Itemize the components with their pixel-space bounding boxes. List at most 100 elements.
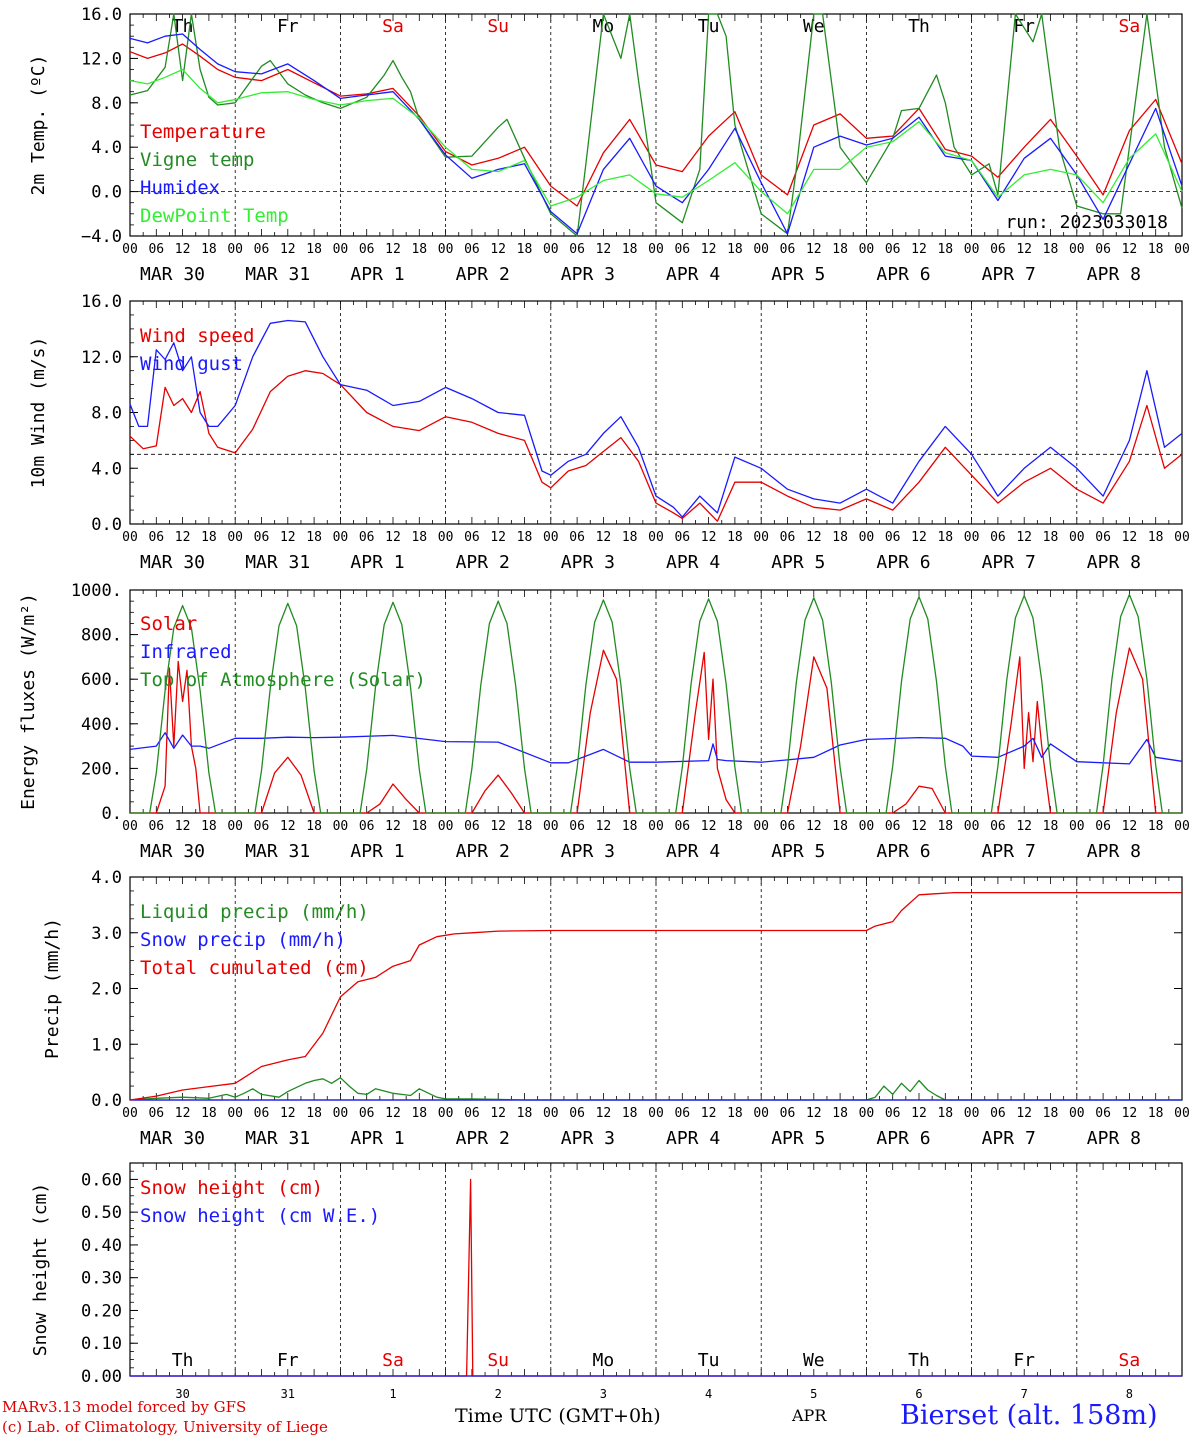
hour-label: 00 (1069, 819, 1085, 834)
hour-label: 12 (490, 819, 506, 834)
hour-label: 18 (306, 1106, 322, 1121)
hour-label: 06 (674, 242, 690, 257)
hour-label: 06 (990, 1106, 1006, 1121)
hour-label: 00 (753, 242, 769, 257)
day-number: 30 (175, 1387, 189, 1401)
y-tick-label: 800. (81, 626, 122, 646)
hour-label: 12 (490, 530, 506, 545)
y-tick-label: 600. (81, 670, 122, 690)
hour-label: 18 (517, 1106, 533, 1121)
hour-label: 06 (990, 819, 1006, 834)
hour-label: 12 (701, 819, 717, 834)
hour-label: 00 (964, 242, 980, 257)
hour-label: 18 (727, 530, 743, 545)
day-number: 6 (915, 1387, 922, 1401)
hour-label: 18 (306, 530, 322, 545)
hour-label: 00 (859, 819, 875, 834)
hour-label: 18 (937, 819, 953, 834)
hour-label: 06 (1095, 819, 1111, 834)
day-number: 8 (1126, 1387, 1133, 1401)
hour-label: 12 (1122, 819, 1138, 834)
hour-label: 18 (517, 530, 533, 545)
hour-label: 06 (254, 819, 270, 834)
day-number: 1 (389, 1387, 396, 1401)
hour-label: 12 (385, 819, 401, 834)
y-tick-label: 4.0 (91, 868, 122, 888)
hour-label: 18 (727, 1106, 743, 1121)
series-line-total-cumulated-cm- (129, 891, 1182, 1101)
legend-entry: Temperature (140, 121, 266, 143)
day-name: Mo (593, 1350, 615, 1371)
series-line-infrared (129, 732, 1183, 765)
hour-label: 12 (280, 530, 296, 545)
hour-label: 00 (543, 242, 559, 257)
hour-label: 18 (411, 1106, 427, 1121)
hour-label: 06 (990, 530, 1006, 545)
series-line-dewpoint-temp (129, 68, 1183, 215)
y-tick-label: 0.0 (91, 183, 122, 203)
hour-label: 00 (859, 530, 875, 545)
series-line-vigne-temp (129, 13, 1183, 237)
hour-label: 18 (411, 530, 427, 545)
date-label: MAR 31 (245, 841, 310, 862)
hour-label: 18 (727, 242, 743, 257)
hour-label: 06 (254, 530, 270, 545)
date-label: APR 6 (876, 264, 930, 285)
hour-label: 12 (806, 819, 822, 834)
hour-label: 06 (254, 1106, 270, 1121)
hour-label: 18 (517, 242, 533, 257)
day-name: Mo (593, 16, 615, 37)
day-name: Fr (277, 1350, 299, 1371)
hour-label: 00 (1174, 530, 1190, 545)
hour-label: 12 (490, 242, 506, 257)
hour-label: 18 (727, 819, 743, 834)
date-label: MAR 31 (245, 264, 310, 285)
hour-label: 18 (1043, 819, 1059, 834)
legend-entry: Wind speed (140, 325, 254, 347)
hour-label: 18 (832, 819, 848, 834)
hour-label: 00 (1174, 242, 1190, 257)
hour-label: 00 (438, 242, 454, 257)
date-label: APR 3 (561, 841, 615, 862)
hour-label: 06 (885, 530, 901, 545)
hour-label: 06 (885, 819, 901, 834)
y-axis-title: 2m Temp. (ºC) (28, 55, 49, 196)
day-name: Th (172, 1350, 194, 1371)
hour-label: 00 (438, 1106, 454, 1121)
hour-label: 06 (569, 1106, 585, 1121)
date-label: APR 8 (1087, 1128, 1141, 1149)
y-tick-label: 16.0 (81, 5, 122, 25)
hour-label: 06 (569, 819, 585, 834)
legend-entry: Snow precip (mm/h) (140, 929, 346, 951)
hour-label: 18 (1148, 242, 1164, 257)
hour-label: 12 (385, 1106, 401, 1121)
y-tick-label: 400. (81, 715, 122, 735)
hour-label: 18 (1148, 819, 1164, 834)
date-label: APR 3 (561, 552, 615, 573)
date-label: MAR 30 (140, 1128, 205, 1149)
series-line-top-of-atmosphere-solar- (130, 593, 1182, 814)
y-tick-label: 8.0 (91, 94, 122, 114)
day-name: We (803, 1350, 825, 1371)
day-name: Tu (698, 1350, 720, 1371)
y-tick-label: 0.10 (81, 1334, 122, 1354)
date-label: APR 3 (561, 264, 615, 285)
hour-label: 00 (753, 1106, 769, 1121)
legend-entry: Humidex (140, 177, 220, 199)
date-label: APR 7 (982, 552, 1036, 573)
hour-label: 12 (911, 242, 927, 257)
hour-label: 12 (1016, 819, 1032, 834)
legend-entry: Infrared (140, 641, 232, 663)
day-name: Su (487, 1350, 509, 1371)
y-tick-label: 3.0 (91, 924, 122, 944)
hour-label: 18 (1148, 530, 1164, 545)
hour-label: 18 (937, 242, 953, 257)
hour-label: 06 (359, 819, 375, 834)
hour-label: 12 (1122, 242, 1138, 257)
hour-label: 18 (622, 1106, 638, 1121)
date-label: APR 3 (561, 1128, 615, 1149)
hour-label: 12 (175, 530, 191, 545)
hour-label: 00 (543, 819, 559, 834)
y-axis-title: Snow height (cm) (30, 1183, 51, 1356)
legend-entry: DewPoint Temp (140, 205, 289, 227)
